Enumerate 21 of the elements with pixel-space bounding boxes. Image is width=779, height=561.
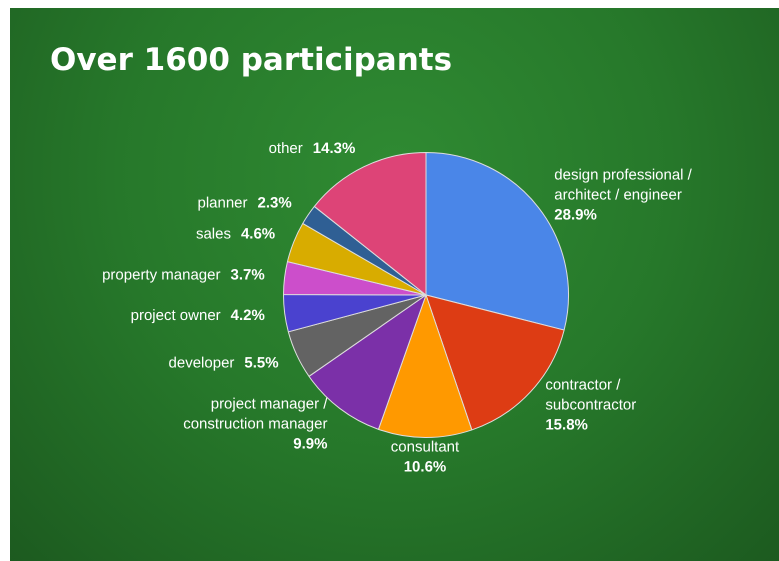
data-label: 4.6%	[240, 226, 276, 243]
data-label: 14.3%	[312, 140, 356, 157]
data-label: 10.6%	[404, 458, 446, 476]
slice-label: consultant	[390, 438, 460, 456]
slice-label: developer	[168, 354, 234, 372]
data-label: 3.7%	[230, 266, 265, 284]
data-label: 28.9%	[554, 206, 597, 224]
data-label: 5.5%	[244, 354, 279, 372]
slice-label: property manager	[102, 266, 220, 284]
slice-label: other	[268, 140, 303, 157]
slice-label: planner	[197, 194, 248, 212]
data-label: 9.9%	[293, 435, 328, 452]
data-label: 15.8%	[545, 416, 588, 434]
slice-label: design professional / architect / engineer	[554, 166, 693, 204]
chart-title: Over 1600 participants	[50, 42, 452, 78]
data-label: 4.2%	[230, 307, 265, 324]
data-label: 2.3%	[258, 194, 292, 212]
slice-label: contractor / subcontractor	[545, 376, 636, 414]
slice-label: sales	[196, 226, 231, 243]
slice-label: project manager / construction manager	[183, 395, 328, 432]
slice-label: project owner	[130, 307, 221, 324]
